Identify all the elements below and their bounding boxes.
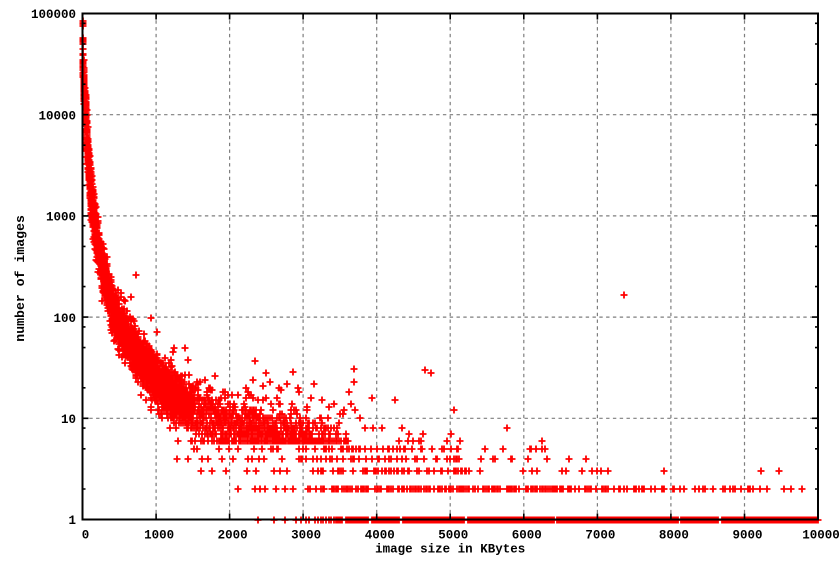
svg-text:100000: 100000 bbox=[31, 8, 76, 22]
svg-text:1000: 1000 bbox=[144, 528, 174, 542]
svg-text:0: 0 bbox=[82, 528, 90, 542]
svg-text:10000: 10000 bbox=[38, 109, 76, 123]
svg-text:number of images: number of images bbox=[13, 215, 28, 342]
svg-text:100: 100 bbox=[53, 312, 76, 326]
svg-text:8000: 8000 bbox=[659, 528, 689, 542]
svg-text:1000: 1000 bbox=[46, 211, 76, 225]
svg-text:9000: 9000 bbox=[732, 528, 762, 542]
svg-text:10000: 10000 bbox=[802, 528, 840, 542]
svg-text:4000: 4000 bbox=[365, 528, 395, 542]
svg-text:2000: 2000 bbox=[218, 528, 248, 542]
svg-text:10: 10 bbox=[61, 413, 76, 427]
svg-text:image size in KBytes: image size in KBytes bbox=[375, 543, 525, 557]
svg-text:3000: 3000 bbox=[291, 528, 321, 542]
svg-text:5000: 5000 bbox=[438, 528, 468, 542]
svg-text:6000: 6000 bbox=[512, 528, 542, 542]
svg-text:7000: 7000 bbox=[585, 528, 615, 542]
svg-text:1: 1 bbox=[68, 514, 76, 528]
